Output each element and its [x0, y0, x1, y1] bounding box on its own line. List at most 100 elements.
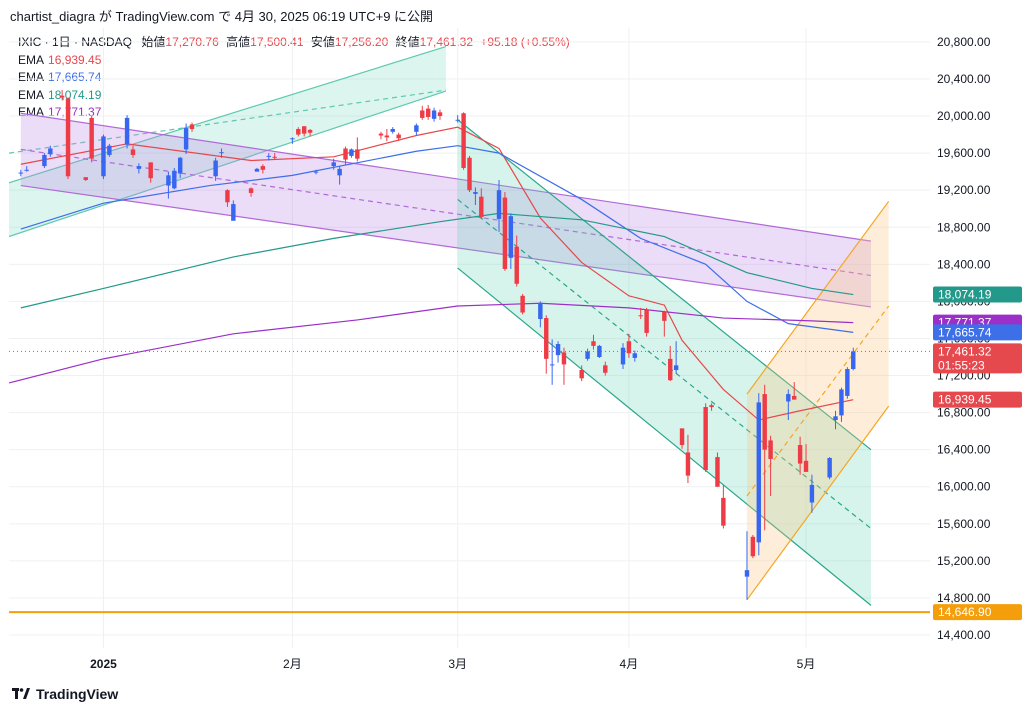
- candle: [307, 129, 313, 137]
- candle-body: [461, 113, 466, 168]
- candle: [473, 187, 478, 206]
- candle: [213, 157, 218, 181]
- y-tick-label: 14,800.00: [937, 591, 991, 605]
- channel-midline: [457, 198, 872, 529]
- candle: [744, 531, 750, 600]
- ema-value: 17,771.37: [48, 105, 102, 119]
- y-tick-label: 20,800.00: [937, 35, 991, 49]
- candle: [768, 435, 773, 497]
- candle: [148, 162, 153, 183]
- candle: [845, 367, 850, 399]
- candle-body: [508, 216, 514, 258]
- candle-body: [827, 458, 832, 478]
- candle-body: [496, 190, 502, 219]
- candle: [301, 126, 307, 137]
- price-tag: 16,939.45: [933, 391, 1022, 408]
- x-tick-label: 5月: [797, 657, 816, 671]
- ema-label: EMA: [18, 70, 45, 84]
- candle-body: [638, 315, 643, 317]
- candle-body: [213, 160, 218, 177]
- candle: [266, 153, 271, 161]
- candle: [65, 97, 71, 180]
- candle-body: [703, 407, 708, 471]
- candle: [107, 143, 112, 157]
- candle: [803, 444, 809, 472]
- candle: [786, 389, 791, 421]
- candle: [231, 200, 236, 221]
- candle-body: [272, 156, 277, 158]
- y-tick-label: 15,200.00: [937, 554, 991, 568]
- candle-body: [591, 341, 596, 346]
- candle: [638, 307, 643, 320]
- tradingview-branding: TradingView: [12, 686, 118, 702]
- candle-body: [225, 190, 230, 203]
- candle: [508, 213, 514, 269]
- candle: [679, 428, 685, 449]
- candle-body: [384, 135, 390, 138]
- price-tag-text: 16,939.45: [938, 393, 992, 407]
- price-tag-bg: [933, 343, 1022, 374]
- candle: [83, 177, 88, 181]
- candle: [431, 107, 437, 122]
- candle: [827, 457, 832, 480]
- y-tick-label: 16,400.00: [937, 443, 991, 457]
- y-tick-label: 18,800.00: [937, 220, 991, 234]
- candle-body: [715, 457, 720, 487]
- candle: [467, 155, 472, 193]
- candle: [591, 334, 596, 350]
- channel-fill: [457, 119, 871, 606]
- candle-body: [473, 192, 478, 194]
- candle-body: [301, 126, 307, 134]
- price-tag-bg: [933, 391, 1022, 408]
- candle-body: [797, 445, 803, 464]
- y-tick-label: 19,600.00: [937, 146, 991, 160]
- candle: [520, 293, 525, 315]
- candle: [396, 132, 401, 142]
- candle: [18, 169, 24, 177]
- candle-body: [148, 162, 153, 179]
- candle: [337, 166, 342, 185]
- candle: [839, 387, 844, 422]
- candle: [685, 434, 691, 484]
- candle: [756, 393, 762, 556]
- candle: [248, 187, 254, 197]
- candle: [48, 145, 53, 157]
- candle: [673, 341, 679, 374]
- x-tick-label: 2月: [283, 657, 302, 671]
- y-tick-label: 14,400.00: [937, 628, 991, 642]
- ema-line: [20, 126, 854, 421]
- candle: [136, 163, 142, 174]
- candle-body: [685, 452, 691, 476]
- candle-body: [579, 369, 584, 379]
- candle-body: [620, 347, 626, 365]
- price-tag: 18,074.19: [933, 286, 1022, 303]
- candle-body: [130, 149, 136, 155]
- channel-lower: [457, 267, 872, 606]
- candle-body: [626, 341, 632, 354]
- channel-fill: [20, 113, 871, 307]
- candle: [750, 534, 756, 559]
- candle-body: [673, 365, 679, 370]
- ema-row: EMA 18,074.19: [18, 87, 570, 105]
- candle: [514, 235, 519, 287]
- candle-body: [803, 460, 809, 472]
- y-tick-label: 15,600.00: [937, 517, 991, 531]
- y-tick-label: 20,000.00: [937, 109, 991, 123]
- candle: [579, 365, 584, 382]
- candle: [479, 188, 484, 219]
- publish-info: chartist_diagra が TradingView.com で 4月 3…: [10, 9, 434, 24]
- price-tag: 17,665.74: [933, 324, 1022, 341]
- candle-body: [549, 364, 555, 366]
- candle-body: [679, 428, 685, 446]
- candle: [130, 145, 136, 158]
- candle-body: [355, 149, 360, 159]
- candle: [225, 189, 230, 207]
- candle-body: [107, 145, 112, 155]
- candle-body: [851, 351, 856, 370]
- candle: [461, 112, 466, 170]
- candle: [502, 192, 508, 271]
- candle-body: [744, 570, 750, 577]
- candle: [762, 384, 767, 531]
- candle-body: [597, 345, 602, 357]
